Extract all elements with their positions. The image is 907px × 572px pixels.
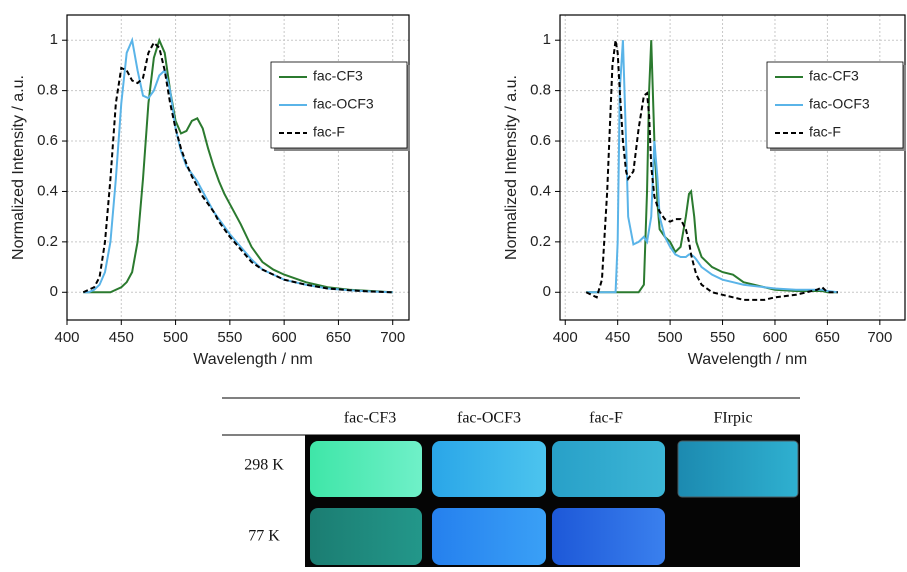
x-axis-label: Wavelength / nm — [688, 351, 807, 368]
x-tick-label: 600 — [272, 329, 297, 346]
series-line — [586, 40, 838, 294]
column-header: FIrpic — [713, 410, 752, 427]
y-tick-label: 0.6 — [530, 132, 551, 149]
row-label: 77 K — [248, 528, 280, 545]
legend-label: fac-F — [313, 124, 345, 140]
y-tick-label: 0.6 — [37, 132, 58, 149]
x-tick-label: 700 — [380, 329, 405, 346]
y-tick-label: 0 — [543, 283, 551, 300]
photo — [552, 441, 665, 497]
photo — [432, 508, 546, 565]
column-header: fac-CF3 — [344, 410, 396, 427]
y-axis-label: Normalized Intensity / a.u. — [10, 75, 27, 260]
series-line — [82, 41, 393, 294]
y-tick-label: 0.4 — [37, 182, 58, 199]
x-tick-label: 700 — [867, 329, 892, 346]
plot-frame — [66, 14, 410, 321]
x-tick-label: 650 — [815, 329, 840, 346]
x-tick-label: 400 — [54, 329, 79, 346]
photo — [310, 441, 422, 497]
y-axis-label: Normalized Intensity / a.u. — [503, 75, 520, 260]
column-header: fac-F — [589, 410, 623, 427]
photo — [432, 441, 546, 497]
x-tick-label: 500 — [163, 329, 188, 346]
legend-label: fac-CF3 — [313, 68, 363, 84]
y-tick-label: 1 — [50, 31, 58, 48]
x-tick-label: 450 — [109, 329, 134, 346]
y-tick-label: 0.8 — [530, 82, 551, 99]
legend-label: fac-CF3 — [809, 68, 859, 84]
x-axis-label: Wavelength / nm — [193, 351, 312, 368]
row-label: 298 K — [244, 457, 284, 474]
y-tick-label: 0.2 — [530, 233, 551, 250]
x-tick-label: 550 — [217, 329, 242, 346]
legend-label: fac-OCF3 — [809, 96, 870, 112]
photo — [310, 508, 422, 565]
y-tick-label: 1 — [543, 31, 551, 48]
x-tick-label: 500 — [658, 329, 683, 346]
y-tick-label: 0.2 — [37, 233, 58, 250]
plot-frame — [559, 14, 906, 321]
series-line — [586, 40, 839, 294]
x-tick-label: 450 — [605, 329, 630, 346]
y-tick-label: 0 — [50, 283, 58, 300]
x-tick-label: 550 — [710, 329, 735, 346]
x-tick-label: 650 — [326, 329, 351, 346]
column-header: fac-OCF3 — [457, 410, 521, 427]
legend-label: fac-F — [809, 124, 841, 140]
photo — [552, 508, 665, 565]
series-line — [83, 37, 393, 294]
x-tick-label: 600 — [762, 329, 787, 346]
series-line — [585, 40, 838, 301]
legend-label: fac-OCF3 — [313, 96, 374, 112]
photo — [677, 440, 799, 498]
y-tick-label: 0.4 — [530, 182, 551, 199]
x-tick-label: 400 — [553, 329, 578, 346]
y-tick-label: 0.8 — [37, 82, 58, 99]
